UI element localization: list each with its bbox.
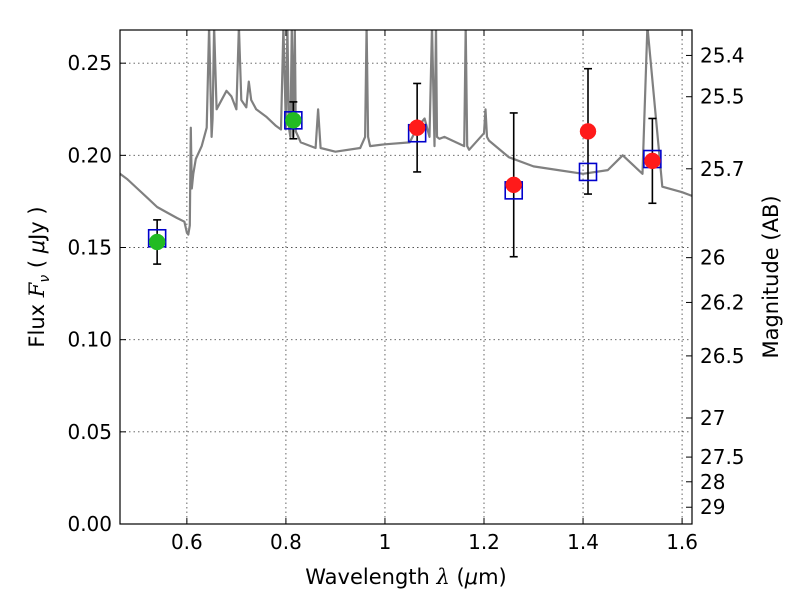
x-tick-label: 1 xyxy=(379,530,392,554)
plot-frame xyxy=(119,29,693,525)
y-tick-label: 0.10 xyxy=(67,328,112,352)
right-tick-label: 25.7 xyxy=(700,157,745,181)
x-tick-label: 1.4 xyxy=(567,530,599,554)
right-tick-label: 27 xyxy=(700,406,725,430)
sed-model-line xyxy=(120,30,692,236)
right-tick-label: 27.5 xyxy=(700,445,745,469)
y-tick-label: 0.00 xyxy=(67,512,112,536)
x-tick-label: 1.6 xyxy=(666,530,698,554)
y-tick-label: 0.05 xyxy=(67,420,112,444)
green-observations-point xyxy=(285,112,302,129)
model-photometry-square xyxy=(578,162,598,182)
right-tick-label: 29 xyxy=(700,495,725,519)
green-observations-point xyxy=(148,233,166,251)
axis-ticks: 0.6 0.8 1 1.2 1.4 1.6 0.00 0.05 0.10 0.15 0.20 0.25… xyxy=(67,30,745,554)
red-observations-point xyxy=(579,123,597,140)
y-tick-label: 0.20 xyxy=(67,143,112,167)
red-observations-point xyxy=(505,176,522,194)
x-tick-label: 0.8 xyxy=(270,530,302,554)
red-observations-point xyxy=(644,152,661,170)
y-axis-label: Flux Fν ( μJy ) xyxy=(25,206,53,347)
right-tick-label: 26 xyxy=(700,246,725,270)
red-observations-point xyxy=(408,119,426,136)
y-tick-label: 0.25 xyxy=(67,51,112,75)
x-tick-label: 0.6 xyxy=(171,530,203,554)
x-axis-label: Wavelength λ (μm) xyxy=(305,565,506,589)
right-tick-label: 25.4 xyxy=(700,43,745,67)
right-tick-label: 26.2 xyxy=(700,290,745,314)
y-tick-label: 0.15 xyxy=(67,236,112,260)
plot-area xyxy=(120,30,692,265)
right-axis-label: Magnitude (AB) xyxy=(759,195,783,358)
gridlines xyxy=(120,30,692,525)
model-photometry-square xyxy=(284,111,303,130)
right-tick-label: 25.5 xyxy=(700,85,745,109)
right-tick-label: 26.5 xyxy=(700,344,745,368)
x-tick-label: 1.2 xyxy=(468,530,500,554)
right-tick-label: 28 xyxy=(700,470,725,494)
